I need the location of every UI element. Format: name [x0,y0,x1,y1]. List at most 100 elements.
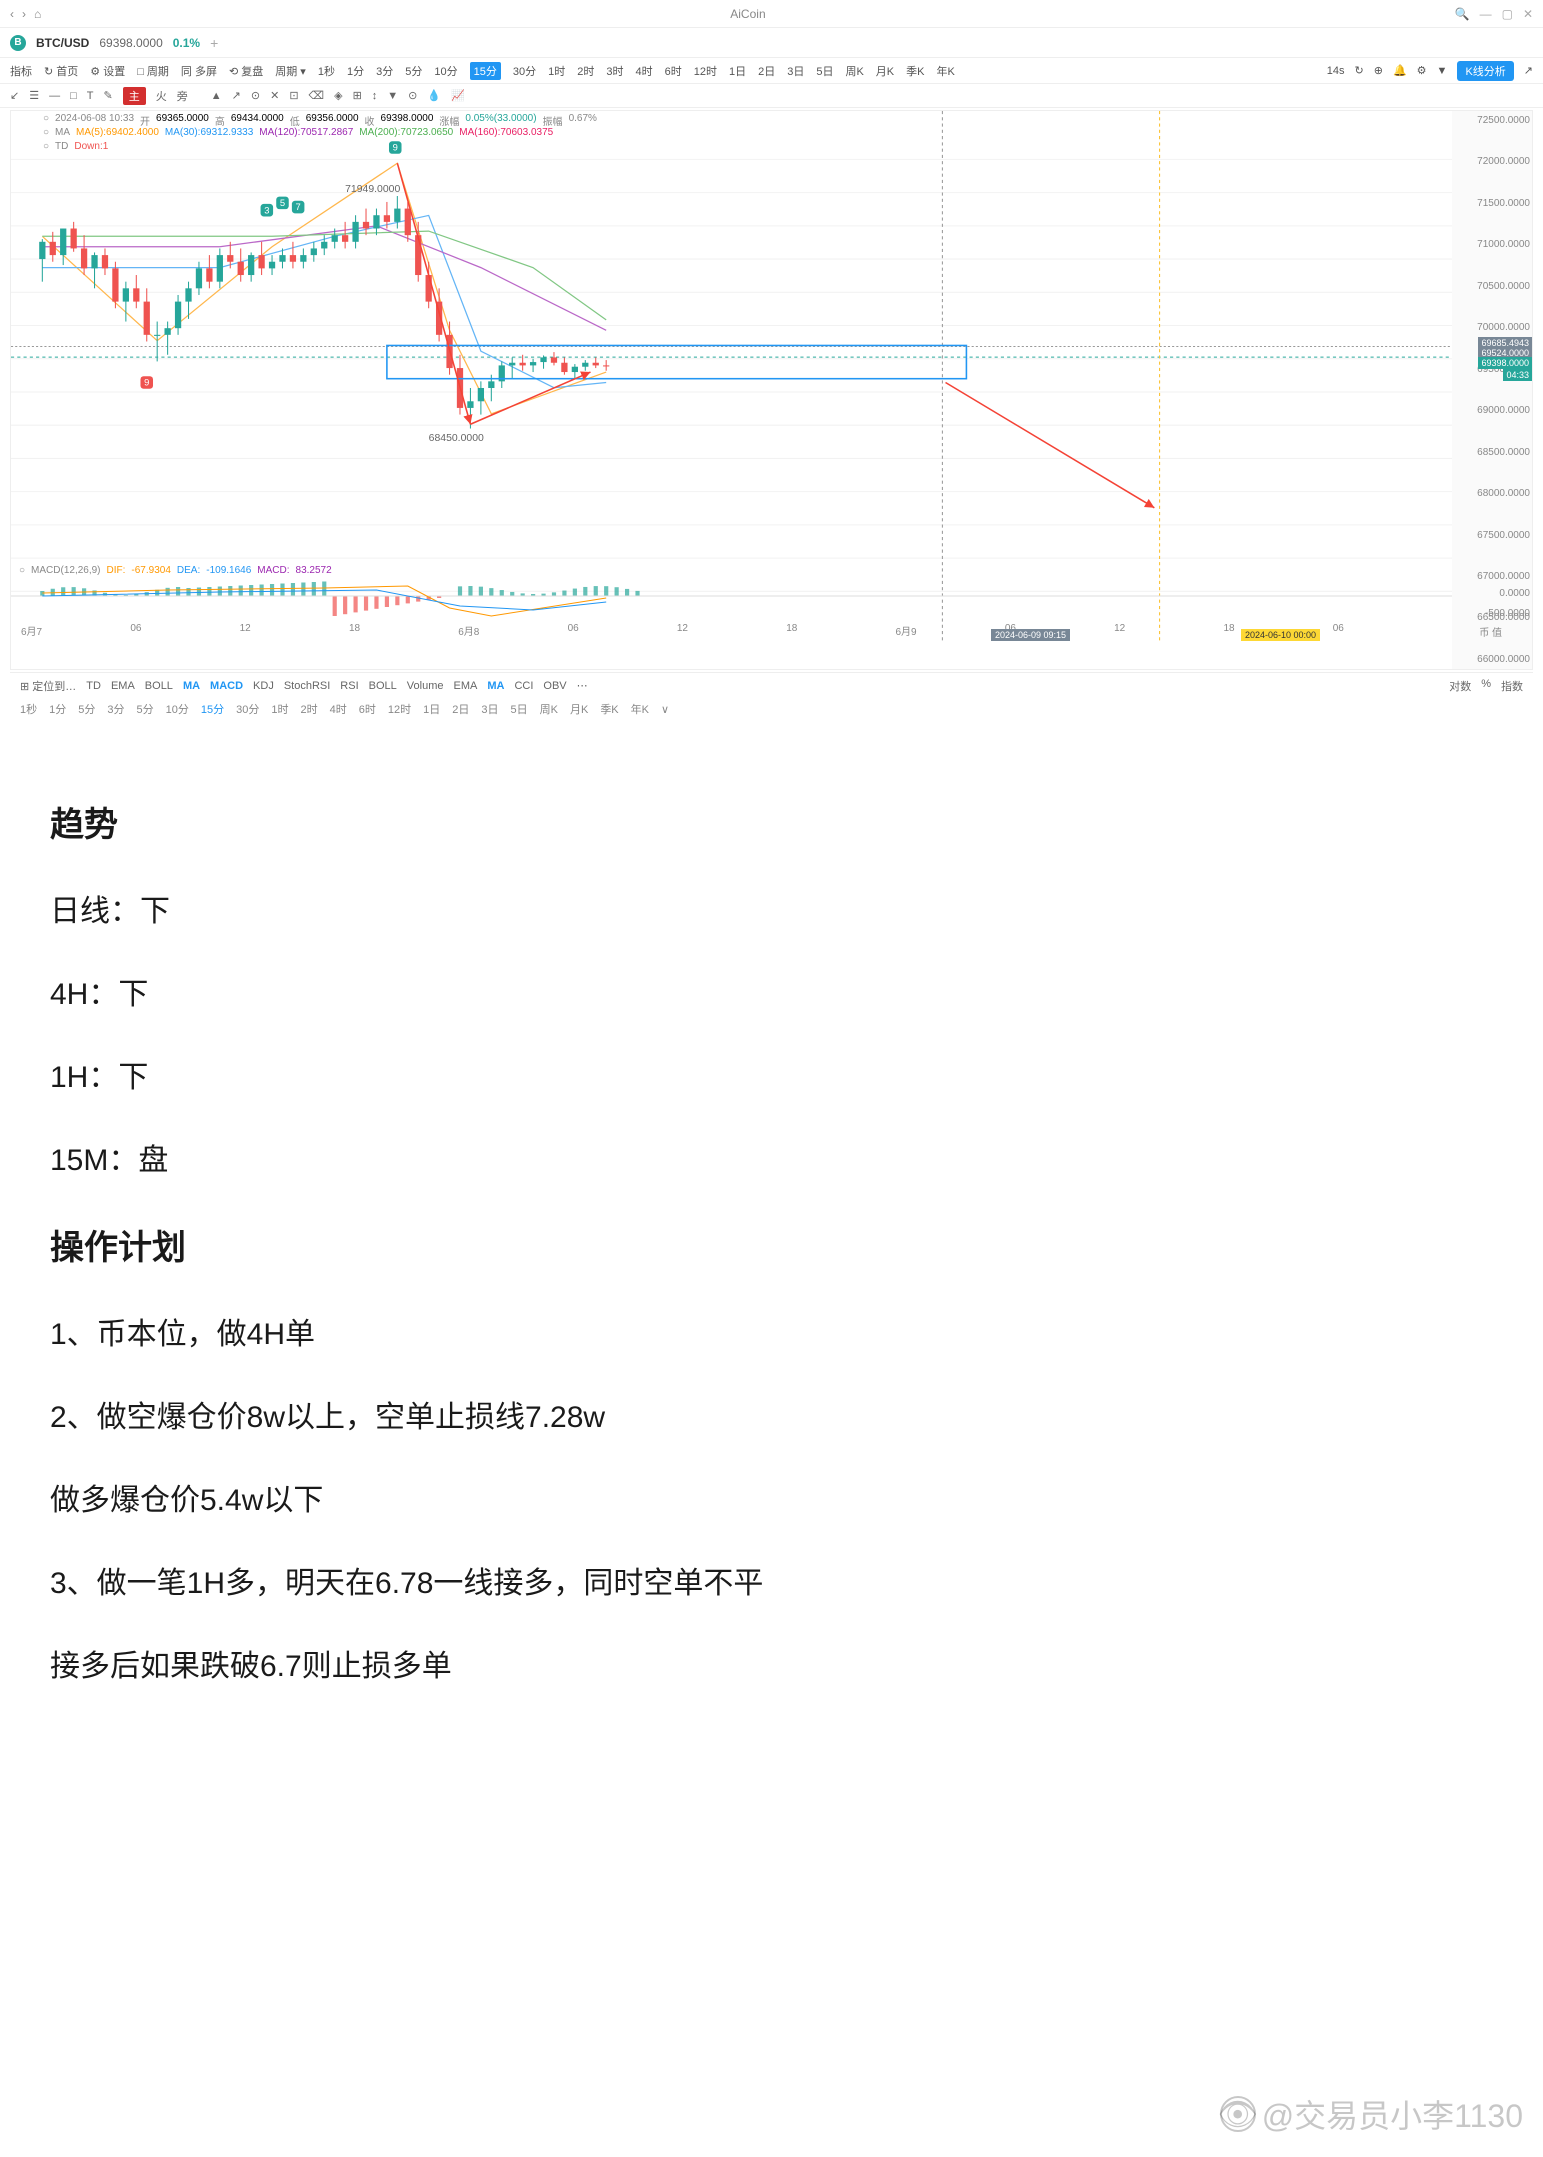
close-icon[interactable]: ✕ [1523,7,1533,21]
drawtool-icon[interactable]: 💧 [427,89,441,102]
tf-4时[interactable]: 4时 [635,63,652,79]
indicator-⋯[interactable]: ⋯ [577,679,588,692]
toolbar-item[interactable]: 周期 ▾ [275,63,306,79]
tf-3日[interactable]: 3日 [787,63,804,79]
axis-mode[interactable]: 指数 [1501,678,1523,694]
indicator-StochRSI[interactable]: StochRSI [284,680,330,692]
drawtool-icon[interactable]: 火 [156,88,167,104]
indicator-OBV[interactable]: OBV [543,680,566,692]
drawtool-icon[interactable]: ↗ [232,89,241,102]
indicator-EMA[interactable]: EMA [111,680,135,692]
drawtool-icon[interactable]: ⌫ [309,89,325,102]
tf-1分[interactable]: 1分 [347,63,364,79]
drawtool-icon[interactable]: 📈 [451,89,465,102]
toolbar-right-icon[interactable]: ▼ [1437,65,1448,77]
tf2-10分[interactable]: 10分 [166,701,189,717]
drawtool-icon[interactable]: 旁 [177,88,188,104]
tf2-12时[interactable]: 12时 [388,701,411,717]
indicator-KDJ[interactable]: KDJ [253,680,274,692]
add-tab-button[interactable]: + [210,35,218,51]
indicator-MA[interactable]: MA [487,680,504,692]
tf-12时[interactable]: 12时 [694,63,717,79]
tf-1秒[interactable]: 1秒 [318,63,335,79]
symbol-pair[interactable]: BTC/USD [36,36,89,50]
kline-analyze-button[interactable]: K线分析 [1457,61,1513,81]
tf-1时[interactable]: 1时 [548,63,565,79]
toolbar-item[interactable]: □ 周期 [137,63,169,79]
tf2-1秒[interactable]: 1秒 [20,701,37,717]
tf-1日[interactable]: 1日 [729,63,746,79]
tf2-6时[interactable]: 6时 [359,701,376,717]
tf2-4时[interactable]: 4时 [330,701,347,717]
drawtool-icon[interactable]: ⊙ [408,89,417,102]
tf-2时[interactable]: 2时 [577,63,594,79]
tf-5日[interactable]: 5日 [816,63,833,79]
tf-2日[interactable]: 2日 [758,63,775,79]
drawtool-icon[interactable]: ⊙ [251,89,260,102]
locate-button[interactable]: ⊞ 定位到… [20,678,76,694]
tf2-1时[interactable]: 1时 [271,701,288,717]
indicator-RSI[interactable]: RSI [340,680,358,692]
tf2-30分[interactable]: 30分 [236,701,259,717]
tf2-3日[interactable]: 3日 [481,701,498,717]
tf-周K[interactable]: 周K [845,63,863,79]
drawtool-icon[interactable]: ◈ [334,89,342,102]
tf2-2日[interactable]: 2日 [452,701,469,717]
share-icon[interactable]: ↗ [1524,64,1533,77]
minimize-icon[interactable]: — [1480,7,1492,21]
drawtool-icon[interactable]: 主 [123,87,146,105]
search-icon[interactable]: 🔍 [1455,7,1470,21]
indicator-BOLL[interactable]: BOLL [369,680,397,692]
toolbar-item[interactable]: ↻ 首页 [44,63,78,79]
tf-季K[interactable]: 季K [906,63,924,79]
maximize-icon[interactable]: ▢ [1502,7,1513,21]
back-icon[interactable]: ‹ [10,7,14,21]
tf2-月K[interactable]: 月K [570,701,588,717]
tf2-3分[interactable]: 3分 [107,701,124,717]
drawtool-icon[interactable]: ☰ [29,89,39,102]
drawtool-icon[interactable]: □ [70,90,77,102]
tf-5分[interactable]: 5分 [405,63,422,79]
tf-月K[interactable]: 月K [876,63,894,79]
tf2-5日[interactable]: 5日 [511,701,528,717]
home-icon[interactable]: ⌂ [34,7,41,21]
drawtool-icon[interactable]: T [87,90,94,102]
indicator-BOLL[interactable]: BOLL [145,680,173,692]
tf2-1日[interactable]: 1日 [423,701,440,717]
toolbar-item[interactable]: ⚙ 设置 [90,63,125,79]
tf-3时[interactable]: 3时 [606,63,623,79]
toolbar-right-icon[interactable]: ↻ [1355,64,1364,77]
tf2-年K[interactable]: 年K [631,701,649,717]
toolbar-item[interactable]: 同 多屏 [181,63,217,79]
indicator-CCI[interactable]: CCI [514,680,533,692]
tf-6时[interactable]: 6时 [665,63,682,79]
drawtool-icon[interactable]: ✎ [103,89,112,102]
indicator-MACD[interactable]: MACD [210,680,243,692]
tf-10分[interactable]: 10分 [434,63,457,79]
drawtool-icon[interactable]: ✕ [270,89,279,102]
drawtool-icon[interactable]: ↕ [372,90,378,102]
toolbar-right-icon[interactable]: ⚙ [1417,64,1427,77]
tf2-周K[interactable]: 周K [540,701,558,717]
drawtool-icon[interactable]: ↙ [10,89,19,102]
tf-年K[interactable]: 年K [936,63,954,79]
chart-area[interactable]: ○ 2024-06-08 10:33 开69365.0000 高69434.00… [10,110,1533,670]
indicator-TD[interactable]: TD [86,680,101,692]
drawtool-icon[interactable]: — [49,90,60,102]
toolbar-item[interactable]: ⟲ 复盘 [229,63,263,79]
indicator-Volume[interactable]: Volume [407,680,444,692]
drawtool-icon[interactable]: ▼ [387,90,398,102]
tf2-2时[interactable]: 2时 [301,701,318,717]
drawtool-icon[interactable]: ⊡ [289,89,298,102]
tf2-1分[interactable]: 1分 [49,701,66,717]
toolbar-item[interactable]: 指标 [10,63,32,79]
drawtool-icon[interactable]: ▲ [211,90,222,102]
toolbar-right-icon[interactable]: 14s [1327,65,1345,77]
tf2-5分[interactable]: 5分 [78,701,95,717]
drawtool-icon[interactable]: ⊞ [353,89,362,102]
axis-mode[interactable]: % [1481,678,1491,694]
axis-mode[interactable]: 对数 [1449,678,1471,694]
tf-3分[interactable]: 3分 [376,63,393,79]
tf-15分[interactable]: 15分 [470,62,501,80]
indicator-MA[interactable]: MA [183,680,200,692]
